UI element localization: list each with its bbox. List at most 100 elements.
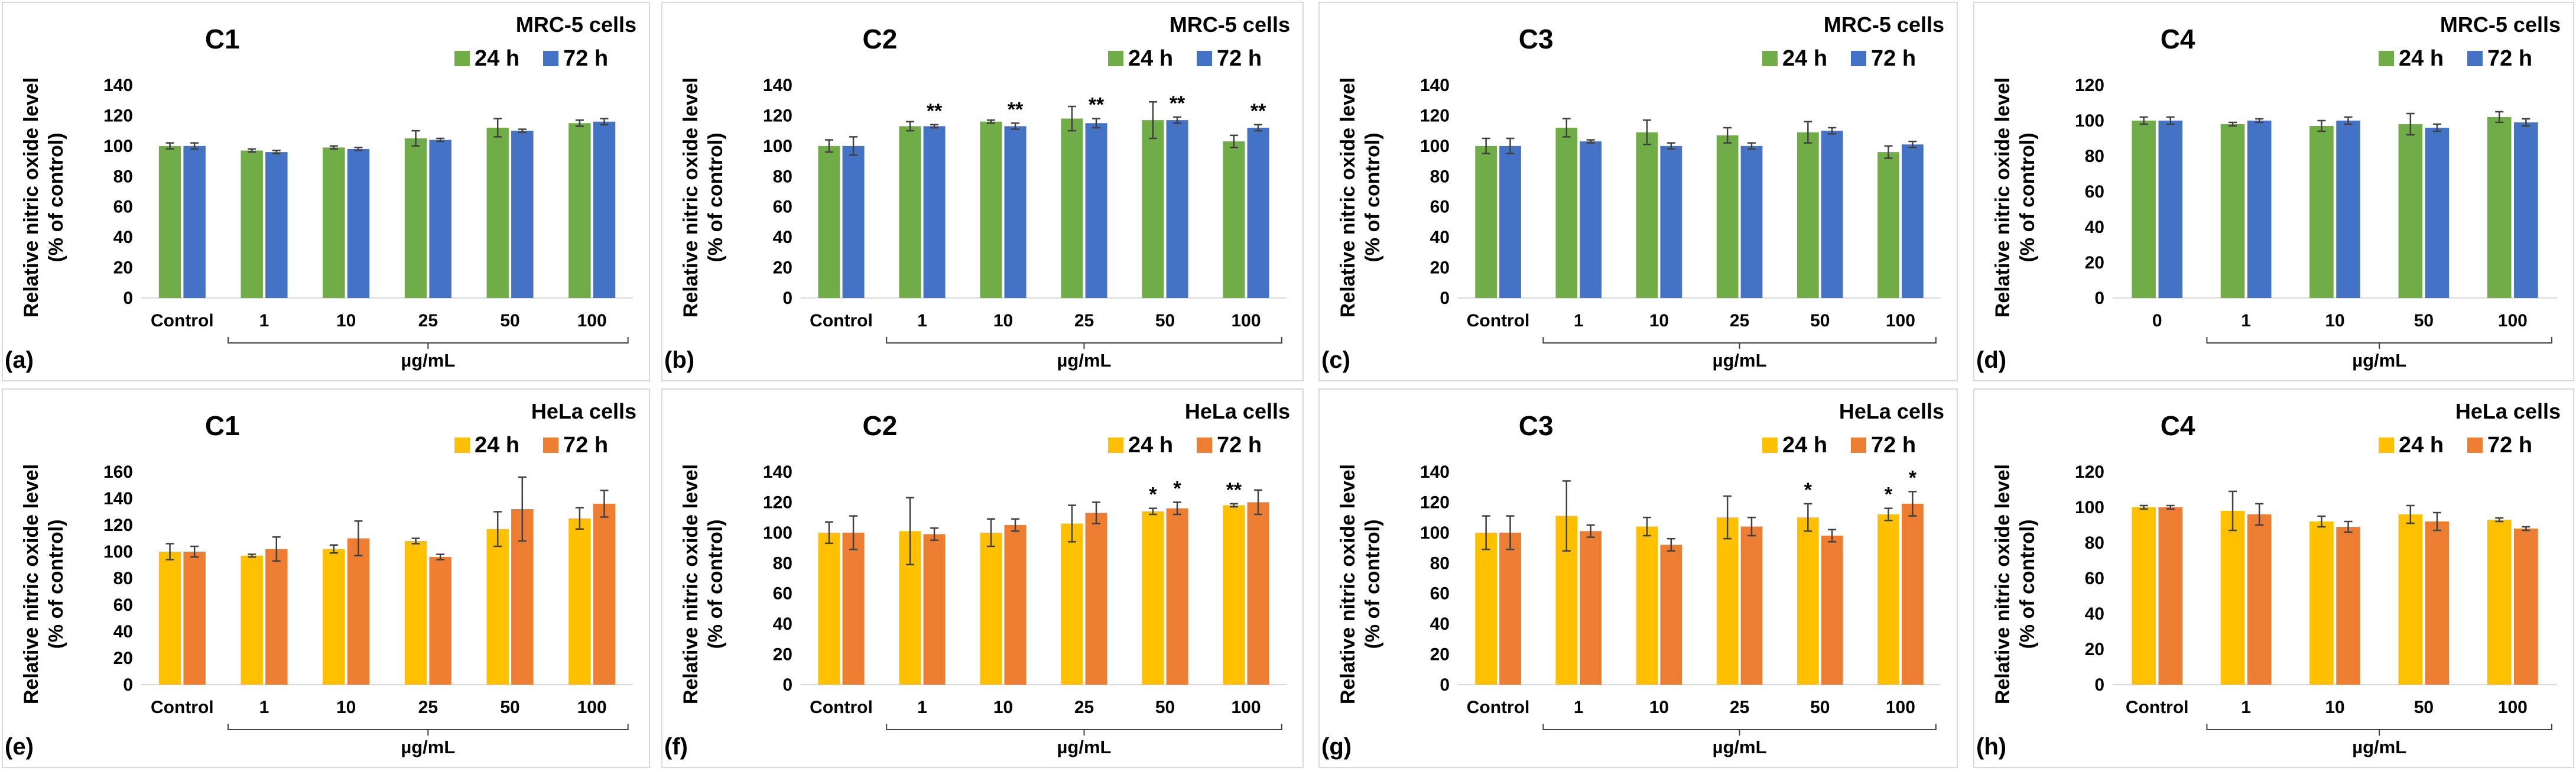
y-axis-label-line2: (% of control) [2016, 132, 2039, 262]
bar-72h-10 [1004, 126, 1026, 298]
panel-e: C1 HeLa cells 24 h 72 h 0 20 40 60 80 100 120 140 16… [2, 388, 650, 768]
y-tick-label: 80 [773, 553, 792, 573]
y-tick-label: 120 [1420, 493, 1450, 512]
panel-letter: (e) [5, 734, 34, 760]
bar-24h-0 [2132, 121, 2156, 298]
bar-24h-100 [1877, 514, 1899, 685]
y-tick-label: 140 [763, 462, 792, 482]
y-tick-label: 140 [763, 76, 792, 95]
concentration-bracket [227, 724, 629, 736]
concentration-bracket [886, 337, 1282, 349]
legend: 24 h 72 h [2379, 433, 2532, 458]
bar-24h-50 [1142, 120, 1164, 298]
bar-72h-1 [1580, 141, 1602, 298]
legend-swatch-72h [2467, 51, 2483, 66]
bar-24h-100 [1877, 152, 1899, 298]
cell-line-label: HeLa cells [531, 399, 636, 423]
bar-24h-50 [486, 128, 509, 298]
significance-marker: ** [1226, 479, 1242, 501]
panel-frame [661, 2, 1304, 381]
legend-label-24h: 24 h [1782, 46, 1827, 71]
bar-24h-25 [1716, 135, 1739, 298]
x-tick-label: 100 [577, 311, 607, 331]
y-tick-label: 120 [2075, 462, 2104, 482]
bar-72h-10 [347, 538, 370, 685]
legend-swatch-24h [454, 51, 470, 66]
bar-24h-50 [486, 529, 509, 685]
concentration-bracket [227, 337, 629, 349]
y-axis-label-line1: Relative nitric oxide level [680, 77, 702, 318]
y-tick-label: 0 [782, 675, 792, 695]
y-tick-label: 20 [773, 645, 792, 665]
x-axis-unit-label: µg/mL [1713, 737, 1767, 757]
panel-frame [1973, 388, 2574, 768]
y-tick-label: 80 [1430, 553, 1450, 573]
legend: 24 h 72 h [1108, 433, 1262, 458]
bar-24h-50 [1797, 517, 1819, 685]
y-tick-label: 20 [1430, 258, 1450, 278]
chart-title: C3 [1519, 24, 1554, 54]
legend-swatch-24h [454, 438, 470, 453]
concentration-bracket [1542, 724, 1937, 736]
bar-72h-10 [2336, 527, 2360, 685]
bar-72h-1 [2247, 121, 2272, 298]
legend-label-72h: 72 h [1217, 433, 1262, 458]
y-axis-label-line2: (% of control) [704, 519, 727, 649]
panel-letter: (d) [1976, 347, 2006, 373]
y-tick-label: 40 [113, 622, 133, 642]
x-tick-label: Control [810, 311, 873, 331]
legend-label-72h: 72 h [563, 46, 608, 71]
legend-label-72h: 72 h [1217, 46, 1262, 71]
x-tick-label: 50 [2414, 311, 2434, 331]
bar-72h-0 [2158, 121, 2183, 298]
legend-swatch-72h [1197, 438, 1212, 453]
bar-24h-50 [2398, 124, 2423, 298]
bar-24h-Control [1475, 532, 1497, 685]
bar-72h-10 [1660, 145, 1682, 298]
panel-letter: (f) [664, 734, 688, 760]
bar-24h-25 [404, 138, 427, 298]
bar-24h-Control [818, 145, 840, 298]
bar-72h-50 [1821, 131, 1843, 298]
legend: 24 h 72 h [454, 46, 608, 71]
bar-24h-Control [158, 145, 181, 298]
bar-24h-Control [2132, 507, 2156, 685]
y-axis-label-line2: (% of control) [704, 132, 727, 262]
cell-line-label: MRC-5 cells [516, 12, 636, 37]
bar-72h-100 [1247, 502, 1269, 685]
x-tick-label: 100 [1231, 311, 1261, 331]
y-tick-label: 100 [2075, 111, 2104, 131]
panel-h: C4 HeLa cells 24 h 72 h 0 20 40 60 80 100 120 Relat… [1973, 388, 2574, 768]
y-tick-label: 40 [1430, 228, 1450, 247]
panel-frame [1318, 388, 1958, 768]
legend-swatch-72h [1851, 438, 1866, 453]
y-axis-label-line1: Relative nitric oxide level [1337, 464, 1359, 704]
y-tick-label: 100 [1420, 137, 1450, 156]
chart-title: C1 [205, 410, 240, 441]
x-tick-label: 10 [336, 311, 356, 331]
legend-swatch-24h [2379, 51, 2394, 66]
x-tick-label: 1 [917, 311, 927, 331]
x-tick-label: Control [151, 311, 214, 331]
legend-swatch-72h [2467, 438, 2483, 453]
bar-24h-25 [404, 541, 427, 685]
x-tick-label: 100 [1886, 311, 1915, 331]
y-tick-label: 120 [2075, 76, 2104, 95]
y-axis-label-line1: Relative nitric oxide level [20, 464, 43, 704]
bar-72h-25 [1085, 123, 1107, 299]
bar-24h-10 [2309, 521, 2334, 685]
bar-72h-10 [2336, 121, 2360, 298]
concentration-bracket [2206, 337, 2552, 349]
x-tick-label: Control [1467, 698, 1530, 717]
x-tick-label: Control [810, 698, 873, 717]
legend-label-24h: 24 h [1128, 433, 1173, 458]
y-tick-label: 0 [2094, 289, 2104, 308]
y-tick-label: 0 [1440, 675, 1450, 695]
x-tick-label: Control [151, 698, 214, 717]
x-tick-label: 50 [2414, 698, 2434, 717]
y-tick-label: 0 [782, 289, 792, 308]
y-tick-label: 40 [773, 228, 792, 247]
bar-72h-25 [1085, 513, 1107, 685]
bar-72h-10 [1004, 525, 1026, 685]
y-tick-label: 100 [103, 542, 133, 562]
